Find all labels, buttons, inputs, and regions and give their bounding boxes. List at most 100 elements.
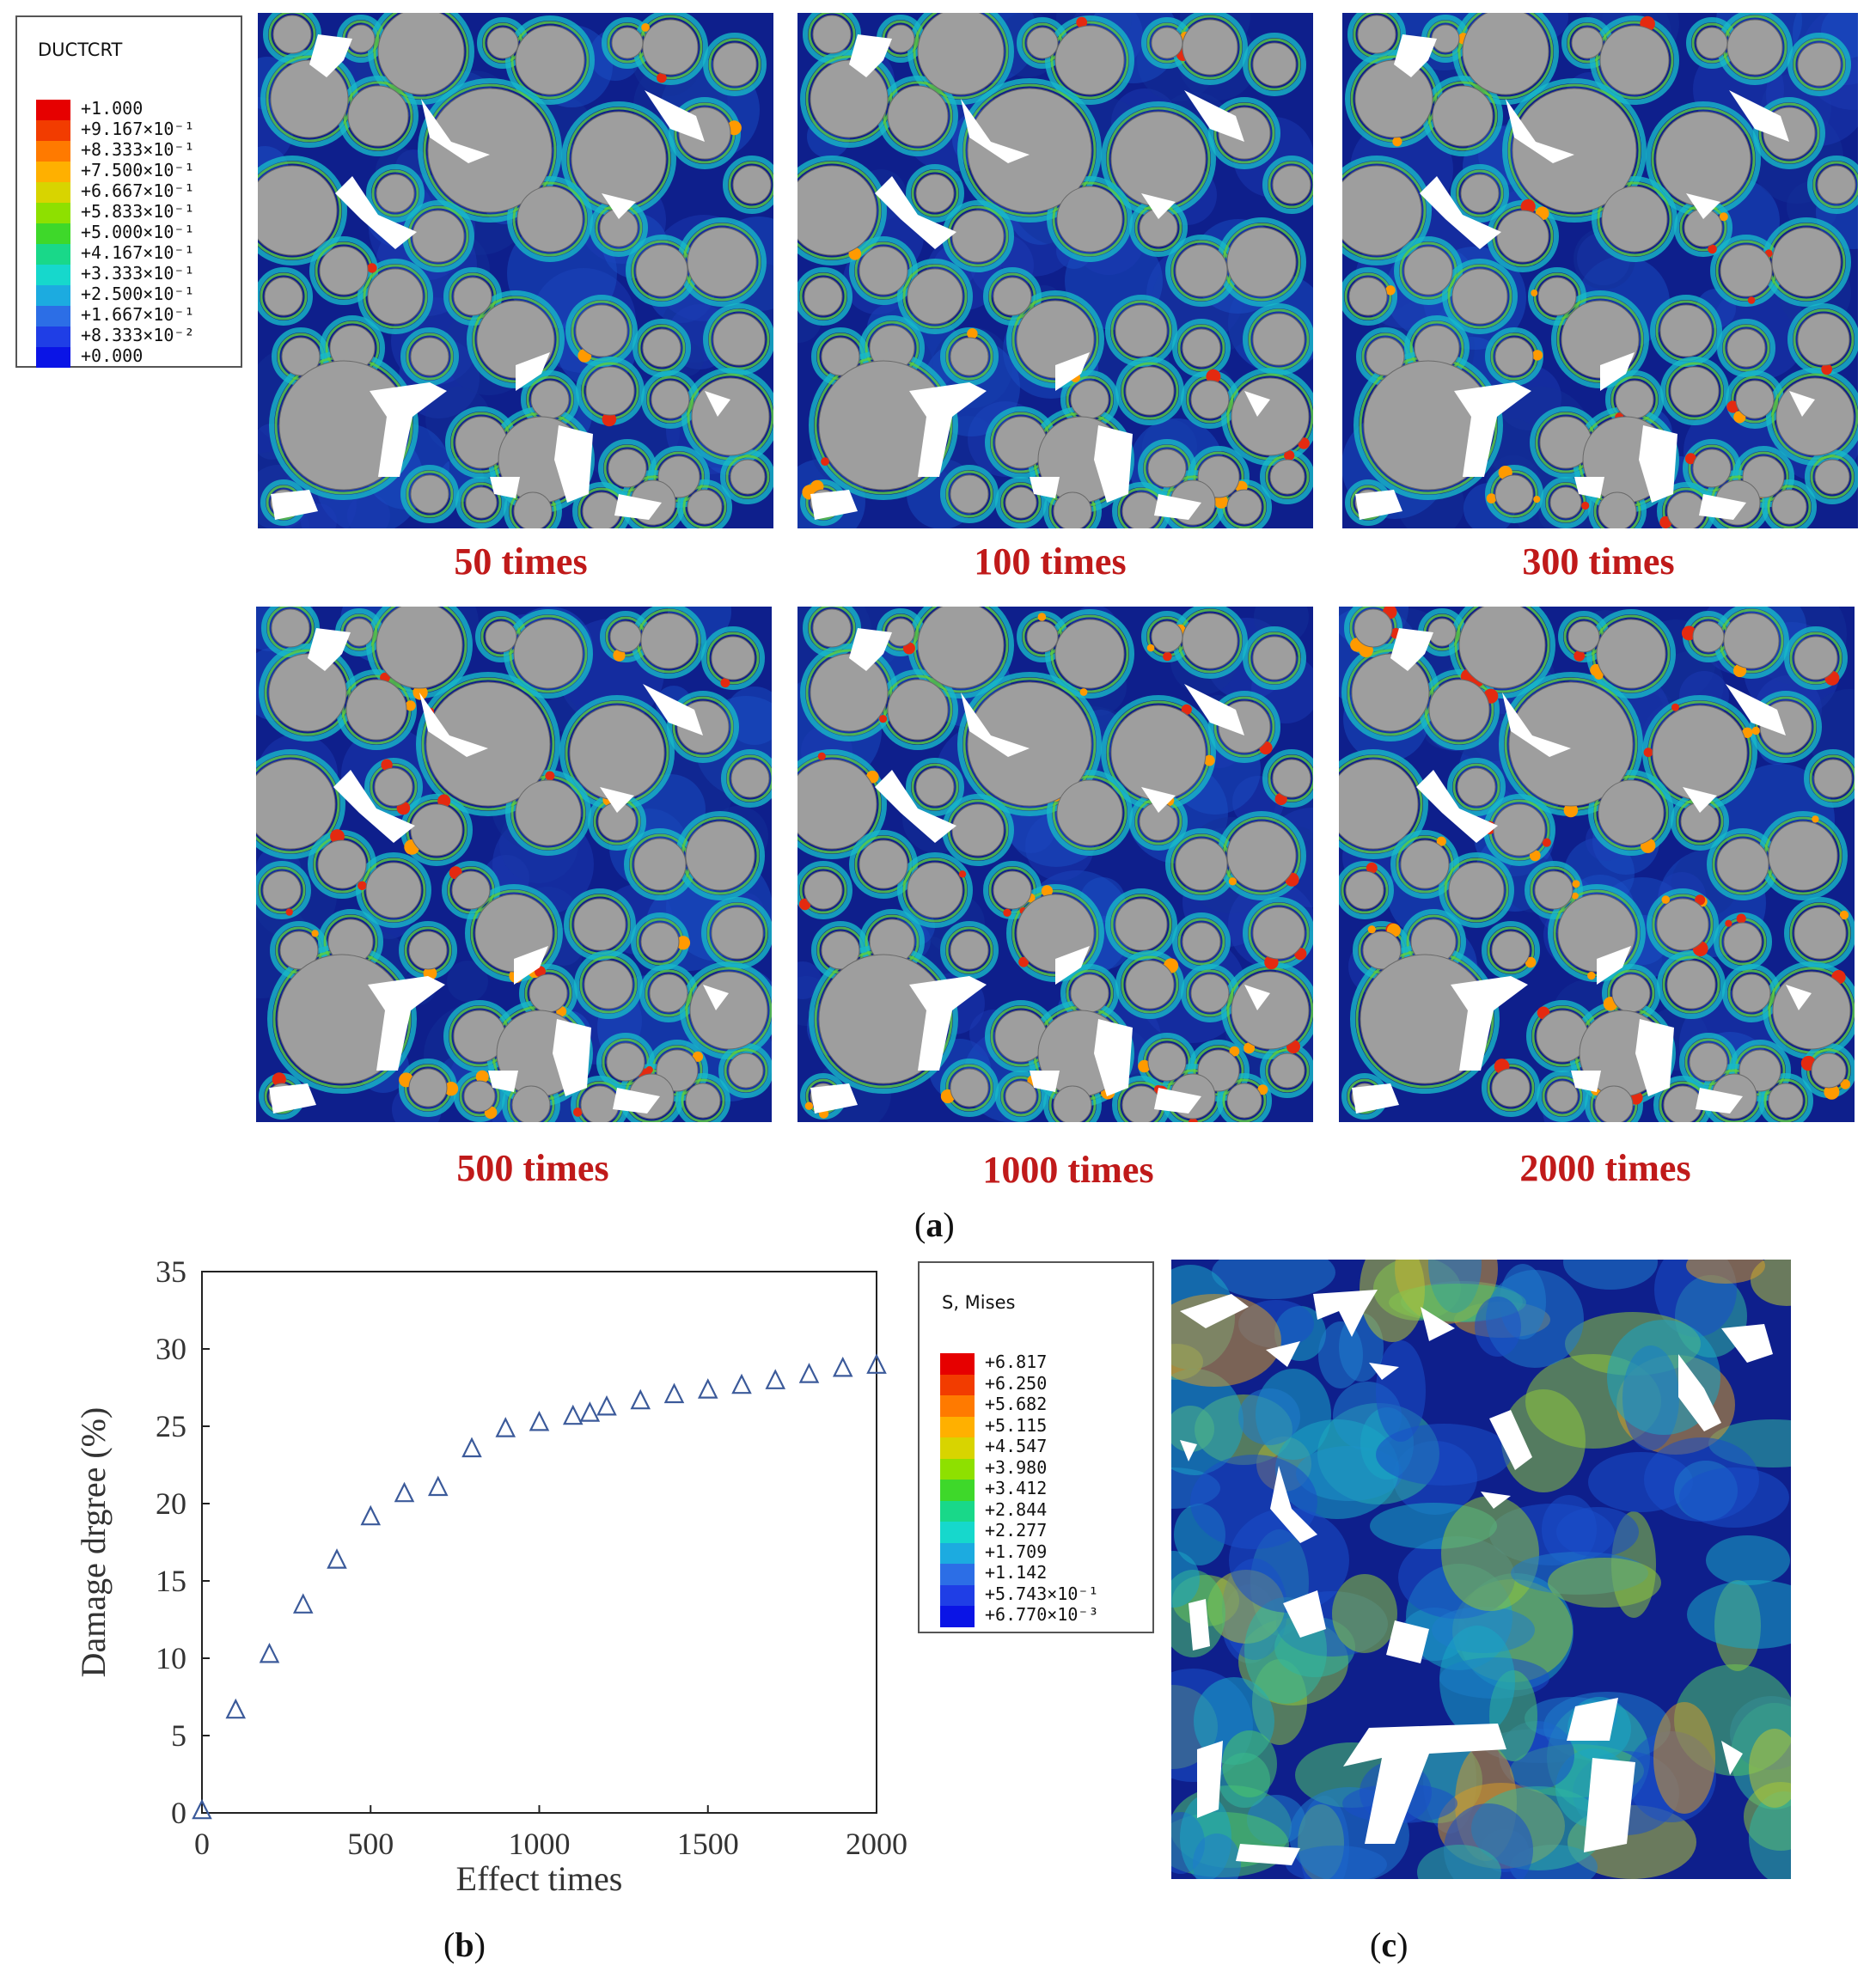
data-point: [832, 1356, 853, 1377]
legend-mises-label: +1.709: [985, 1541, 1048, 1562]
data-point: [394, 1481, 415, 1503]
data-point: [596, 1394, 617, 1416]
legend-mises-swatch: [940, 1542, 975, 1564]
legend-mises-swatch: [940, 1500, 975, 1522]
legend-mises-label: +2.277: [985, 1520, 1048, 1541]
panel-500-times: [256, 607, 772, 1122]
legend-ductcrt-swatch: [36, 120, 70, 141]
legend-ductcrt-label: +5.833×10⁻¹: [81, 201, 195, 222]
data-point: [495, 1417, 516, 1437]
panel-300-times: [1342, 13, 1858, 528]
legend-mises-swatch: [940, 1480, 975, 1501]
y-tick-label: 5: [171, 1718, 186, 1753]
y-tick-label: 25: [156, 1409, 186, 1443]
legend-ductcrt-swatch: [36, 347, 70, 368]
plot-frame: [201, 1271, 877, 1814]
y-axis-label: Damage drgree (%): [74, 1407, 113, 1678]
legend-ductcrt-swatch: [36, 141, 70, 162]
legend-ductcrt-label: +8.333×10⁻¹: [81, 139, 195, 160]
legend-mises-label: +5.115: [985, 1414, 1048, 1436]
legend-mises-label: +6.817: [985, 1352, 1048, 1372]
panel-2000-times: [1339, 607, 1855, 1122]
data-point: [529, 1410, 550, 1431]
legend-mises-swatch: [940, 1437, 975, 1459]
legend-mises: S, Mises +6.817 +6.250 +5.682 +5.115 +4.547 +…: [918, 1261, 1154, 1633]
legend-ductcrt-label: +8.333×10⁻²: [81, 325, 195, 345]
caption-500-times: 500 times: [456, 1147, 609, 1189]
data-point: [461, 1437, 482, 1458]
legend-ductcrt-title: DUCTCRT: [38, 40, 123, 60]
legend-mises-label: +4.547: [985, 1436, 1048, 1456]
x-tick-label: 1500: [677, 1827, 739, 1861]
legend-ductcrt-swatch: [36, 182, 70, 203]
caption-1000-times: 1000 times: [982, 1149, 1154, 1191]
caption-2000-times: 2000 times: [1519, 1147, 1691, 1189]
sublabel-b: (b): [443, 1925, 486, 1964]
x-tick-label: 0: [194, 1827, 210, 1861]
data-point: [327, 1548, 347, 1569]
panel-1000-times: [797, 607, 1313, 1122]
data-point: [360, 1504, 382, 1526]
legend-mises-swatch: [940, 1353, 975, 1375]
legend-ductcrt-swatch: [36, 244, 70, 265]
legend-mises-swatch: [940, 1564, 975, 1585]
legend-ductcrt-label: +1.667×10⁻¹: [81, 304, 195, 325]
legend-mises-title: S, Mises: [942, 1292, 1016, 1313]
caption-100-times: 100 times: [974, 540, 1127, 583]
legend-mises-label: +5.682: [985, 1394, 1048, 1414]
damage-chart: 0 5 10 15 20 25 30 35 0 500 1000 1500 2000 Effect tim…: [74, 1254, 907, 1898]
y-tick-label: 10: [156, 1641, 186, 1675]
legend-mises-label: +3.980: [985, 1456, 1048, 1478]
legend-ductcrt-swatch: [36, 285, 70, 306]
legend-mises-swatch: [940, 1522, 975, 1543]
legend-mises-label: +3.412: [985, 1478, 1048, 1498]
legend-mises-label: +2.844: [985, 1498, 1048, 1520]
caption-50-times: 50 times: [454, 540, 588, 583]
x-axis-label: Effect times: [456, 1859, 623, 1898]
legend-mises-swatch: [940, 1584, 975, 1606]
data-point: [765, 1369, 786, 1389]
caption-300-times: 300 times: [1522, 540, 1675, 583]
legend-mises-label: +6.250: [985, 1372, 1048, 1394]
legend-ductcrt-label: +0.000: [81, 345, 144, 366]
y-tick-label: 35: [156, 1254, 186, 1289]
legend-ductcrt-swatch: [36, 265, 70, 285]
data-point: [192, 1798, 212, 1820]
legend-ductcrt-label: +9.167×10⁻¹: [81, 119, 195, 139]
legend-mises-swatch: [940, 1395, 975, 1417]
legend-ductcrt-scale: +1.000 +9.167×10⁻¹ +8.333×10⁻¹ +7.500×10⁻¹ +…: [36, 98, 242, 368]
data-point: [798, 1363, 820, 1383]
y-tick-label: 15: [156, 1564, 186, 1598]
legend-mises-label: +1.142: [985, 1562, 1048, 1583]
legend-ductcrt: DUCTCRT +1.000 +9.167×10⁻¹ +8.333×10⁻¹ +7.5…: [15, 15, 242, 368]
legend-mises-swatch: [940, 1374, 975, 1395]
data-point: [427, 1475, 449, 1497]
legend-ductcrt-label: +5.000×10⁻¹: [81, 222, 195, 242]
legend-ductcrt-label: +2.500×10⁻¹: [81, 284, 195, 304]
legend-mises-scale: +6.817 +6.250 +5.682 +5.115 +4.547 +3.980 +3.4…: [940, 1352, 1155, 1628]
data-point: [259, 1642, 280, 1663]
legend-ductcrt-label: +3.333×10⁻¹: [81, 263, 195, 284]
x-tick-label: 500: [347, 1827, 394, 1861]
y-tick-label: 0: [171, 1796, 186, 1830]
legend-mises-swatch: [940, 1416, 975, 1437]
legend-ductcrt-swatch: [36, 162, 70, 182]
legend-ductcrt-swatch: [36, 306, 70, 326]
data-point: [731, 1373, 752, 1394]
legend-mises-swatch: [940, 1458, 975, 1480]
legend-ductcrt-swatch: [36, 326, 70, 347]
data-point: [697, 1378, 718, 1399]
panel-50-times: [258, 13, 773, 528]
y-tick-label: 20: [156, 1486, 186, 1521]
data-point: [562, 1404, 584, 1425]
legend-ductcrt-label: +4.167×10⁻¹: [81, 242, 195, 263]
legend-ductcrt-swatch: [36, 223, 70, 244]
legend-ductcrt-swatch: [36, 100, 70, 120]
legend-ductcrt-label: +1.000: [81, 98, 144, 119]
legend-ductcrt-swatch: [36, 203, 70, 223]
x-tick-label: 1000: [509, 1827, 571, 1861]
legend-ductcrt-label: +7.500×10⁻¹: [81, 160, 195, 180]
data-point: [292, 1593, 314, 1614]
data-point: [225, 1698, 247, 1719]
data-point: [866, 1353, 887, 1374]
